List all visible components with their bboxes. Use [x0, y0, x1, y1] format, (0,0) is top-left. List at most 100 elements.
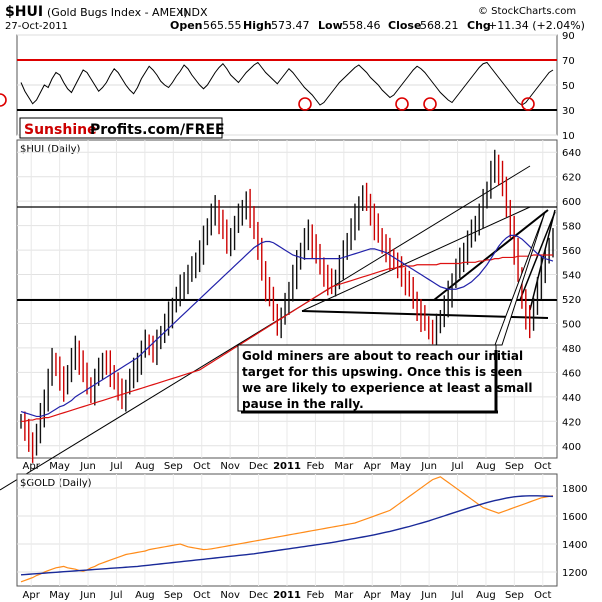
callout-pointer: [494, 211, 546, 346]
price-month-labels: Apr May Jun Jul Aug Sep Oct Nov Dec 2011 Feb Mar Apr…: [23, 461, 552, 472]
callout-line: Gold miners are about to reach our initi…: [242, 349, 523, 363]
rsi-oversold-marker-partial: [0, 93, 7, 107]
gold-axis-ticks: 1200 1400 1600 1800: [562, 484, 587, 579]
price-tick-label: 520: [562, 295, 581, 306]
price-month-label: Oct: [534, 461, 551, 472]
rsi-axis-ticks: 10 30 50 70 90: [562, 31, 575, 142]
rsi-tick-label: 50: [562, 81, 575, 92]
gold-month-label: Jun: [420, 590, 437, 601]
gold-month-label: Feb: [307, 590, 325, 601]
price-month-label: Jul: [109, 461, 122, 472]
price-month-label: Jun: [420, 461, 437, 472]
close-label: Close: [388, 19, 421, 32]
price-tick-label: 440: [562, 393, 581, 404]
rsi-oversold-marker: [298, 97, 312, 111]
price-tick-label: 420: [562, 417, 581, 428]
price-month-label: Dec: [249, 461, 268, 472]
gold-month-label: Sep: [505, 590, 524, 601]
analysis-callout: Gold miners are about to reach our initi…: [237, 211, 546, 414]
gold-month-label: Nov: [220, 590, 240, 601]
rsi-series-line: [20, 61, 554, 106]
index-name: (Gold Bugs Index - AMEX): [47, 6, 188, 19]
callout-box: [237, 344, 497, 412]
rsi-tick-label: 70: [562, 56, 575, 67]
gold-month-label: Mar: [334, 590, 354, 601]
price-tick-label: 480: [562, 344, 581, 355]
gold-month-label: Aug: [476, 590, 496, 601]
open-label: Open: [170, 19, 203, 32]
chg-label: Chg: [467, 19, 491, 32]
gold-gridlines: [17, 474, 557, 586]
price-axis-ticks: 400 420 440 460 480 500 520 540 560 580 600 620 640: [562, 148, 581, 453]
price-tick-label: 540: [562, 271, 581, 282]
gold-month-labels: Apr May Jun Jul Aug Sep Oct Nov Dec 2011 Feb Mar Apr…: [23, 590, 552, 601]
price-month-label: May: [390, 461, 411, 472]
gold-tick-label: 1800: [562, 484, 587, 495]
price-tick-label: 600: [562, 197, 581, 208]
price-tick-label: 500: [562, 319, 581, 330]
price-panel: $HUI (Daily) 400 420 440 460 480 500 520 540 560…: [0, 139, 581, 491]
chg-value: +11.34 (+2.04%): [488, 19, 585, 32]
price-tick-label: 560: [562, 246, 581, 257]
ma-50-line: [20, 234, 554, 418]
rising-short-trendline-2: [529, 209, 556, 311]
price-month-label: Jul: [450, 461, 463, 472]
gold-month-label: Oct: [534, 590, 551, 601]
price-month-label: 2011: [273, 461, 301, 472]
gold-month-label: Jul: [109, 590, 122, 601]
close-value: 568.21: [420, 19, 459, 32]
symbol-title: $HUI: [5, 4, 43, 20]
price-tick-label: 640: [562, 148, 581, 159]
rising-short-trendline: [519, 211, 556, 301]
logo-red-text: Sunshine: [24, 122, 97, 138]
low-value: 558.46: [342, 19, 381, 32]
gold-tick-label: 1200: [562, 568, 587, 579]
gold-price-line: [20, 476, 554, 583]
rsi-tick-label: 30: [562, 106, 575, 117]
gold-panel: $GOLD (Daily) 1200 1400 1600 1800 Apr May Jun…: [16, 473, 587, 601]
price-tick-label: 400: [562, 442, 581, 453]
price-candles: [20, 149, 554, 463]
gold-month-label: Sep: [164, 590, 183, 601]
logo-black-text: Profits.com/FREE: [90, 122, 225, 138]
price-month-label: Aug: [476, 461, 496, 472]
stockcharts-credit: © StockCharts.com: [478, 6, 576, 17]
open-value: 565.55: [203, 19, 242, 32]
sunshine-profits-logo: Sunshine Profits.com/FREE: [19, 117, 225, 139]
long-term-trendline: [0, 165, 531, 491]
gold-month-label: Apr: [364, 590, 382, 601]
price-tick-label: 580: [562, 222, 581, 233]
rsi-tick-label: 10: [562, 131, 575, 142]
gold-month-label: Oct: [193, 590, 210, 601]
rsi-oversold-marker: [395, 97, 409, 111]
price-month-label: Nov: [220, 461, 240, 472]
price-month-label: Feb: [307, 461, 325, 472]
price-month-label: Aug: [135, 461, 155, 472]
gold-month-label: Dec: [249, 590, 268, 601]
gold-month-label: Apr: [23, 590, 41, 601]
price-tick-label: 620: [562, 173, 581, 184]
price-month-label: Apr: [364, 461, 382, 472]
price-month-label: Jun: [79, 461, 96, 472]
gold-tick-label: 1600: [562, 512, 587, 523]
gold-tick-label: 1400: [562, 540, 587, 551]
ma-200-line: [21, 254, 553, 422]
price-month-label: Oct: [193, 461, 210, 472]
price-month-label: Mar: [334, 461, 354, 472]
low-label: Low: [318, 19, 343, 32]
price-horizontal-levels: [17, 206, 557, 301]
callout-line: target for this upswing. Once this is se…: [242, 365, 522, 379]
rsi-panel: 10 30 50 70 90: [0, 31, 575, 142]
price-month-label: Sep: [164, 461, 183, 472]
price-month-label: Sep: [505, 461, 524, 472]
rising-support-trendline: [433, 209, 549, 301]
exchange-label: INDX: [180, 6, 208, 19]
upper-trendline: [301, 206, 531, 312]
price-tick-label: 460: [562, 368, 581, 379]
high-value: 573.47: [271, 19, 310, 32]
callout-line: pause in the rally.: [242, 397, 364, 411]
date-label: 27-Oct-2011: [5, 21, 68, 32]
gold-month-label: May: [390, 590, 411, 601]
gold-panel-label: $GOLD (Daily): [20, 478, 92, 489]
